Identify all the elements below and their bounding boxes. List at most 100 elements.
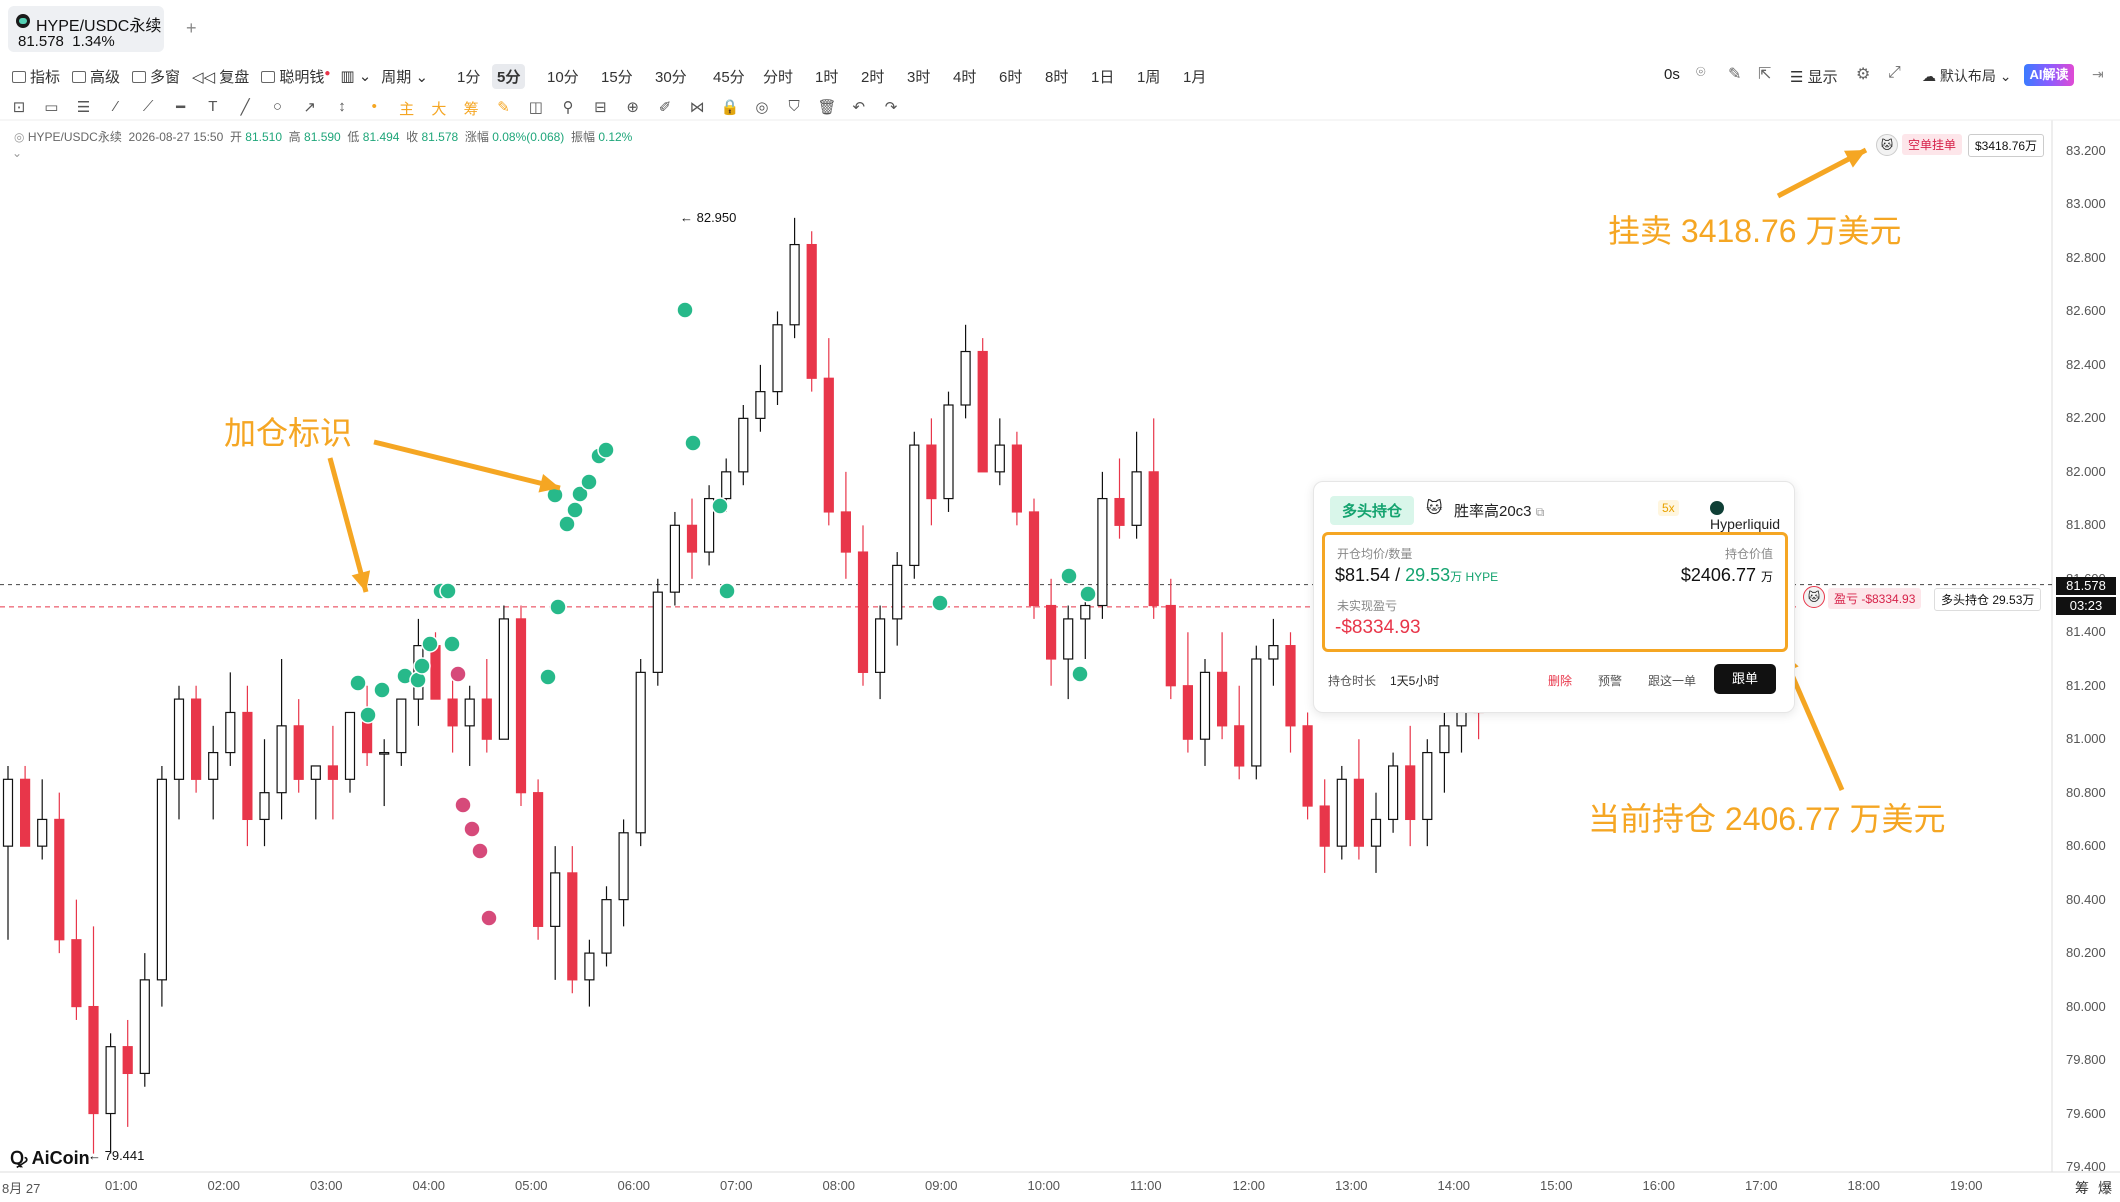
time-tick: 02:00 <box>207 1178 241 1193</box>
add-position-icon <box>539 668 557 686</box>
period-11[interactable]: 6时 <box>999 69 1023 86</box>
candle-body <box>259 792 270 821</box>
period-7[interactable]: 1时 <box>815 69 839 86</box>
info-high: 81.590 <box>304 130 341 144</box>
camera-icon[interactable]: ⌾ <box>1696 64 1706 81</box>
smart-money-button[interactable]: 聪明钱● <box>261 66 330 87</box>
position-avatar-icon[interactable]: 🐱 <box>1803 586 1825 608</box>
period-4[interactable]: 30分 <box>655 69 687 86</box>
period-5[interactable]: 45分 <box>713 69 745 86</box>
period-dropdown[interactable]: 周期 ⌄ <box>381 68 429 86</box>
drawing-tool-24[interactable]: ⛉ <box>788 98 800 115</box>
display-button[interactable]: ☰ 显示 <box>1790 69 1838 86</box>
drawing-tool-15[interactable]: ✎ <box>497 99 510 116</box>
period-1[interactable]: 5分 <box>492 64 526 89</box>
drawing-tool-14[interactable]: 筹 <box>463 101 479 118</box>
indicators-button[interactable]: 指标 <box>12 66 60 87</box>
drawing-tool-8[interactable]: ○ <box>272 98 282 115</box>
time-tick: 09:00 <box>925 1178 958 1193</box>
candle-body <box>1148 471 1159 607</box>
low-marker: ← 79.441 <box>88 1148 144 1163</box>
fullscreen-icon[interactable]: ⤢ <box>1888 64 1901 81</box>
drawing-tool-9[interactable]: ↗ <box>303 99 316 116</box>
liquidation-button[interactable]: 爆 <box>2098 1180 2112 1196</box>
drawing-tool-11[interactable]: • <box>371 98 377 115</box>
time-tick: 16:00 <box>1642 1178 1676 1193</box>
candle-body <box>909 444 920 567</box>
period-12[interactable]: 8时 <box>1045 69 1069 86</box>
eye-icon[interactable]: ◎ <box>14 130 25 144</box>
multiwindow-button[interactable]: 多窗 <box>132 66 180 87</box>
drawing-tool-22[interactable]: 🔒 <box>720 99 740 116</box>
delete-button[interactable]: 删除 <box>1548 674 1573 688</box>
drawing-tool-4[interactable]: ⟋ <box>142 98 154 115</box>
add-position-icon <box>359 706 377 724</box>
share-icon[interactable]: ⇱ <box>1758 66 1772 83</box>
candle-body <box>550 872 561 927</box>
period-3[interactable]: 15分 <box>601 69 633 86</box>
drawing-tool-26[interactable]: ↶ <box>852 99 866 116</box>
short-order-tag[interactable]: 空单挂单 <box>1902 134 1963 155</box>
drawing-tool-25[interactable]: 🗑 <box>817 99 837 116</box>
period-15[interactable]: 1月 <box>1183 69 1207 86</box>
drawing-tool-12[interactable]: 主 <box>399 101 415 118</box>
period-10[interactable]: 4时 <box>953 69 977 86</box>
trader-avatar-icon[interactable]: 🐱 <box>1876 134 1898 156</box>
drawing-tool-3[interactable]: ⁄ <box>114 98 118 115</box>
candle-body <box>994 444 1005 473</box>
drawing-tool-17[interactable]: ⚲ <box>562 99 574 116</box>
candle-body <box>567 872 578 981</box>
add-position-icon <box>349 674 367 692</box>
drawing-tool-16[interactable]: ◫ <box>528 99 543 116</box>
follow-one-button[interactable]: 跟这一单 <box>1648 674 1697 688</box>
pencil-icon[interactable]: ✎ <box>1728 66 1742 83</box>
chips-button[interactable]: 筹 <box>2075 1180 2089 1196</box>
symbol-tab[interactable]: HYPE/USDC永续 81.578 1.34% <box>8 6 164 52</box>
chart-type-button[interactable]: ▥ ⌄ <box>340 67 371 85</box>
drawing-tool-18[interactable]: ⊟ <box>594 99 607 116</box>
period-13[interactable]: 1日 <box>1091 69 1115 86</box>
candle-body <box>2 778 14 847</box>
candle-body <box>669 524 681 593</box>
drawing-tool-23[interactable]: ◎ <box>755 99 769 116</box>
drawing-tool-10[interactable]: ↕ <box>338 98 346 115</box>
drawing-tool-0[interactable]: ⊡ <box>12 99 26 116</box>
follow-button[interactable]: 跟单 <box>1714 664 1776 694</box>
period-6[interactable]: 分时 <box>763 69 794 86</box>
drawing-tool-20[interactable]: ✐ <box>658 99 672 116</box>
expand-info-icon[interactable]: ⌄ <box>12 146 23 160</box>
candle-body <box>789 243 800 326</box>
drawing-tool-13[interactable]: 大 <box>431 101 447 118</box>
drawing-tool-19[interactable]: ⊕ <box>626 99 639 116</box>
add-tab-button[interactable]: + <box>186 18 197 38</box>
alert-button[interactable]: 预警 <box>1598 674 1623 688</box>
ai-analysis-button[interactable]: AI解读 <box>2024 64 2074 86</box>
drawing-tool-5[interactable]: ━ <box>175 99 186 116</box>
drawing-tool-27[interactable]: ↷ <box>884 99 898 116</box>
aicoin-logo-icon: Ꝙ <box>10 1148 32 1168</box>
price-tick: 82.400 <box>2066 356 2106 372</box>
advanced-button[interactable]: 高级 <box>72 66 120 87</box>
drawing-tool-2[interactable]: ☰ <box>76 99 91 116</box>
period-8[interactable]: 2时 <box>861 69 885 86</box>
settings-icon[interactable]: ⚙ <box>1856 66 1871 83</box>
drawing-tool-21[interactable]: ⋈ <box>689 99 705 116</box>
candle-body <box>1045 604 1057 660</box>
trader-name[interactable]: 胜率高20c3 ⧉ <box>1454 503 1545 520</box>
period-14[interactable]: 1周 <box>1137 69 1161 86</box>
period-0[interactable]: 1分 <box>457 69 481 86</box>
add-position-annotation: 加仓标识 <box>224 415 353 451</box>
candle-body <box>310 765 321 780</box>
drawing-tool-6[interactable]: T <box>208 98 218 115</box>
period-9[interactable]: 3时 <box>907 69 931 86</box>
candle-body <box>122 1046 133 1075</box>
drawing-tool-7[interactable]: ╱ <box>240 99 250 116</box>
period-2[interactable]: 10分 <box>547 69 579 86</box>
candle-body <box>379 751 390 755</box>
position-pnl-tag[interactable]: 盈亏 -$8334.93 <box>1828 588 1922 609</box>
drawing-tool-1[interactable]: ▭ <box>44 99 59 116</box>
collapse-icon[interactable]: ⇥ <box>2092 66 2104 82</box>
replay-button[interactable]: ◁◁ 复盘 <box>192 68 250 86</box>
layout-dropdown[interactable]: ☁ 默认布局 ⌄ <box>1922 68 2012 84</box>
